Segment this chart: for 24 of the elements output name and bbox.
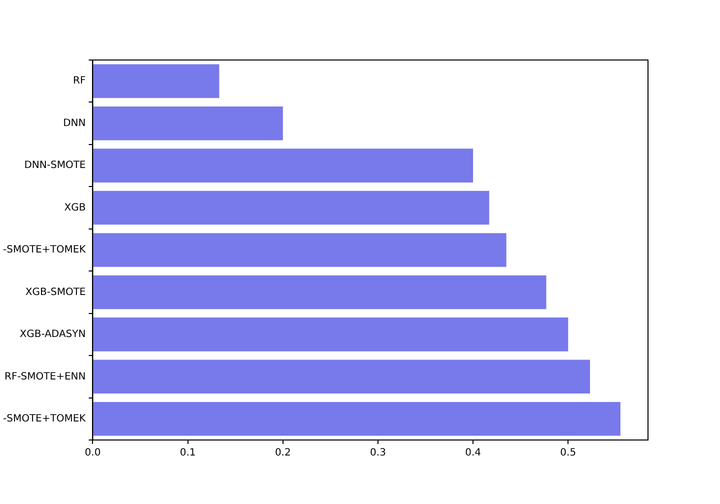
y-tick-label: RF	[73, 76, 86, 87]
bar	[93, 233, 506, 267]
bar	[93, 275, 546, 310]
y-tick-label: DNN	[63, 118, 86, 129]
x-tick-label: 0.0	[84, 448, 101, 459]
y-tick-label: DNN-SMOTE	[24, 160, 86, 172]
y-tick-label: -SMOTE+TOMEK	[2, 413, 86, 424]
bar	[93, 64, 220, 98]
y-tick-label: -SMOTE+TOMEK	[2, 244, 86, 256]
y-tick-label: XGB-SMOTE	[25, 286, 86, 298]
x-tick-label: 0.3	[370, 448, 386, 459]
bar	[93, 190, 490, 225]
bar	[93, 148, 474, 182]
bar	[93, 402, 620, 436]
bar	[93, 360, 590, 394]
x-tick-label: 0.1	[180, 448, 196, 459]
x-tick-label: 0.4	[465, 448, 482, 459]
y-tick-label: RF-SMOTE+ENN	[4, 371, 86, 382]
bar	[93, 106, 283, 140]
y-tick-label: XGB-ADASYN	[20, 329, 86, 340]
y-tick-label: XGB	[64, 202, 86, 214]
bar	[93, 318, 568, 352]
x-tick-label: 0.2	[274, 448, 291, 459]
x-tick-label: 0.5	[560, 448, 576, 459]
